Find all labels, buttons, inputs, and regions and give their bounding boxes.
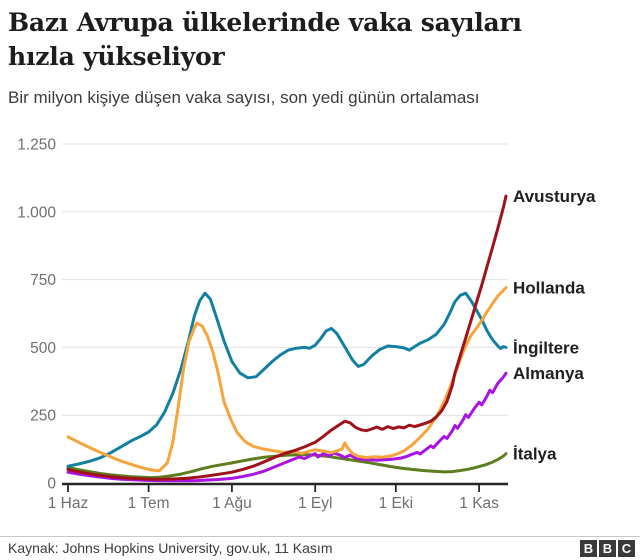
x-tick-label: 1 Eki: [379, 495, 413, 512]
y-tick-label: 750: [30, 272, 56, 289]
chart-title-line2: hızla yükseliyor: [8, 42, 225, 71]
x-tick-label: 1 Ağu: [212, 495, 252, 512]
series-line-almanya: [66, 371, 508, 483]
bbc-logo-block-3: C: [618, 539, 635, 557]
x-tick-label: 1 Eyl: [298, 495, 332, 512]
series-label-ingiltere: İngiltere: [513, 338, 579, 357]
y-tick-label: 1.250: [17, 137, 56, 154]
series-label-avusturya: Avusturya: [513, 187, 596, 206]
footer: Kaynak: Johns Hopkins University, gov.uk…: [0, 536, 640, 559]
series-label-italya: İtalya: [513, 445, 557, 464]
chart-title-line1: Bazı Avrupa ülkelerinde vaka sayıları: [8, 8, 522, 37]
bbc-logo-block-1: B: [580, 539, 597, 557]
source-text: Kaynak: Johns Hopkins University, gov.uk…: [8, 540, 333, 556]
chart-area: 0 250 500 750 1.000 1.250 1 Haz 1 Tem 1 Ağu 1 Eyl…: [0, 128, 640, 530]
y-tick-label: 1.000: [17, 204, 56, 221]
series-line-avusturya: [66, 194, 508, 481]
x-tick-label: 1 Haz: [48, 495, 89, 512]
chart-title: Bazı Avrupa ülkelerinde vaka sayıları hız…: [8, 6, 632, 74]
chart-subtitle: Bir milyon kişiye düşen vaka sayısı, son…: [8, 88, 480, 107]
y-tick-label: 250: [30, 408, 56, 425]
chart-header: Bazı Avrupa ülkelerinde vaka sayıları hız…: [8, 6, 632, 108]
x-tick-label: 1 Kas: [459, 495, 499, 512]
series-label-almanya: Almanya: [513, 364, 584, 383]
y-tick-label: 0: [47, 476, 56, 493]
bbc-logo-block-2: B: [599, 539, 616, 557]
x-tick-label: 1 Tem: [128, 495, 170, 512]
series-line-ingiltere: [66, 291, 508, 468]
line-chart: 0 250 500 750 1.000 1.250 1 Haz 1 Tem 1 Ağu 1 Eyl…: [17, 137, 596, 513]
series-line-hollanda: [66, 286, 508, 473]
y-tick-label: 500: [30, 340, 56, 357]
series-label-hollanda: Hollanda: [513, 279, 585, 298]
series-line-italya: [66, 452, 508, 480]
bbc-logo: B B C: [580, 539, 635, 557]
